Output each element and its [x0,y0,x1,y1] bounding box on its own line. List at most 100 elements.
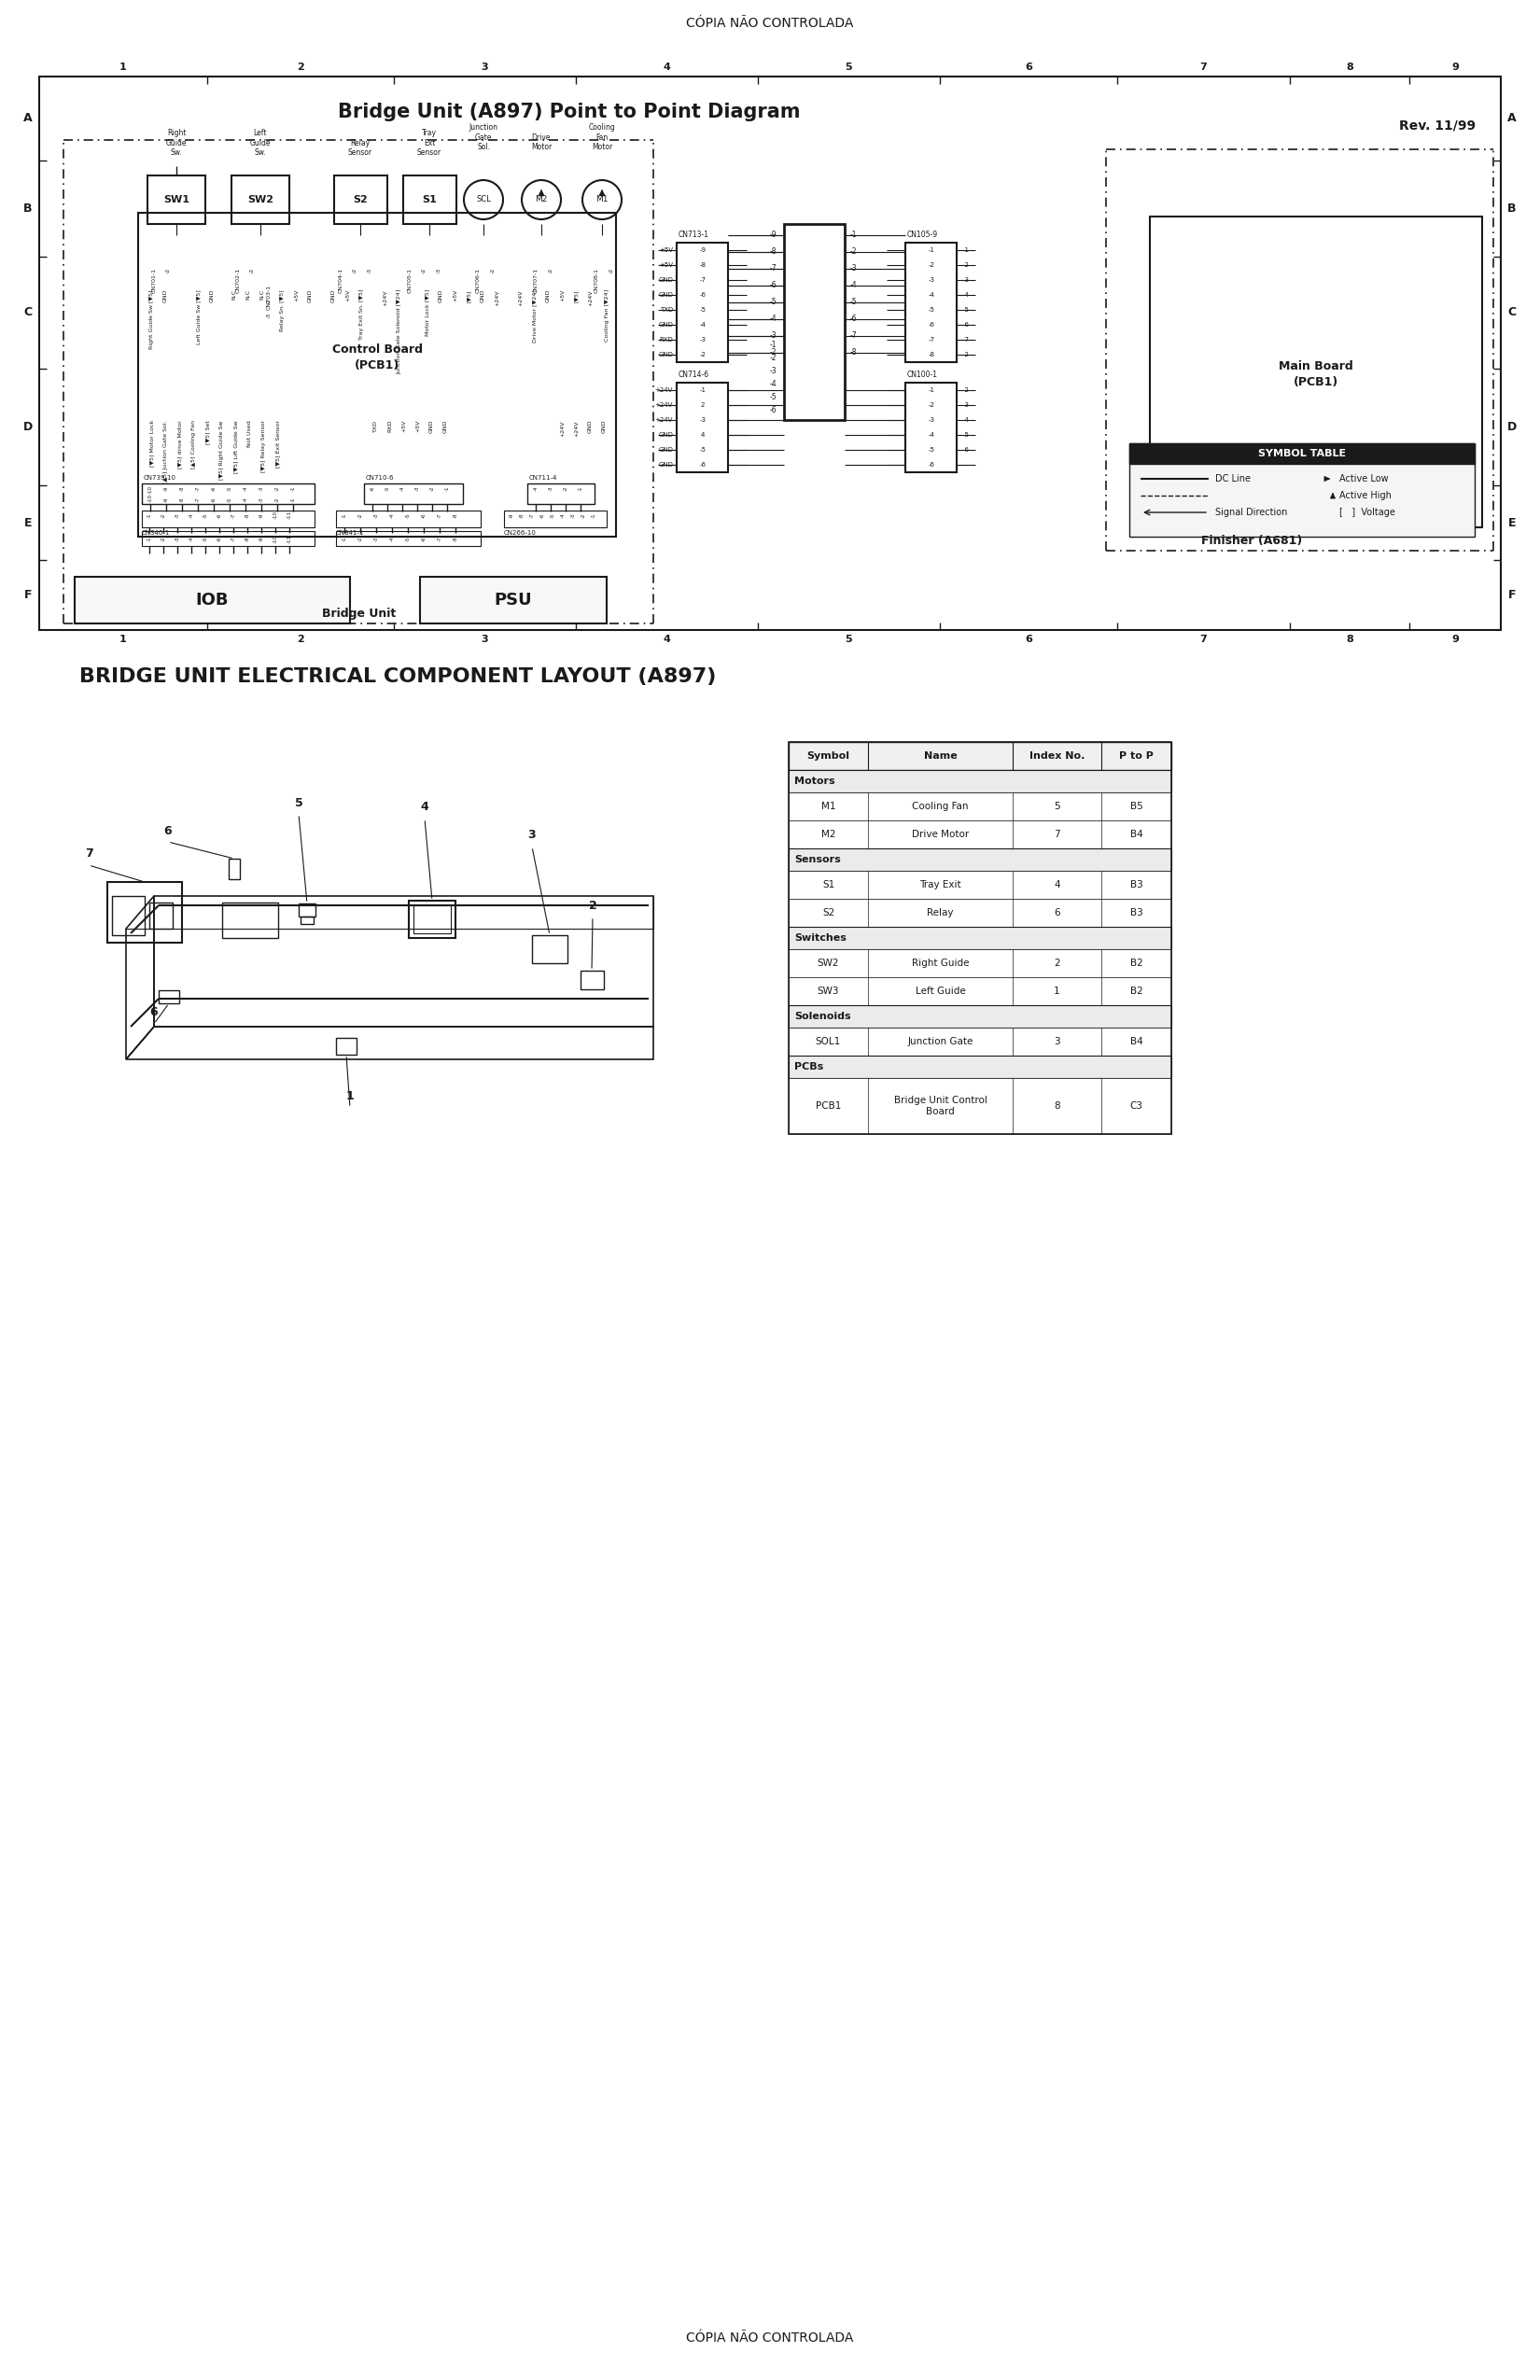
Text: B: B [1508,202,1517,214]
Text: -1: -1 [962,248,970,252]
Bar [906,243,956,362]
Bar [228,859,240,878]
Text: -2: -2 [564,486,568,490]
Text: -1: -1 [342,512,346,519]
Text: -3: -3 [548,486,553,490]
Text: GND: GND [658,462,673,466]
Text: +5V: +5V [345,290,350,302]
Bar [1129,443,1475,536]
Text: 6: 6 [149,1007,159,1019]
Text: 7: 7 [1053,831,1060,840]
Text: -6: -6 [770,281,776,290]
Text: -11: -11 [286,536,291,543]
Text: -5: -5 [228,497,233,502]
Text: GND: GND [658,293,673,298]
Text: B4: B4 [1130,1038,1143,1047]
Text: -8: -8 [770,248,776,257]
Text: -4: -4 [962,293,970,298]
Bar [108,883,182,942]
Text: TXD: TXD [659,307,673,312]
Text: -1: -1 [699,388,705,393]
Text: C: C [23,307,32,319]
Text: +5V: +5V [561,290,565,302]
Text: -4: -4 [189,536,194,540]
Text: -1: -1 [929,388,935,393]
Text: -9: -9 [699,248,705,252]
Bar [112,895,145,935]
Text: -4: -4 [962,416,970,424]
Bar [139,212,616,536]
Text: Tray Exit Sn. [▼5]: Tray Exit Sn. [▼5] [359,290,363,340]
Text: -9: -9 [259,512,263,519]
Bar [788,743,1172,771]
Bar [788,821,1172,847]
Text: 3: 3 [528,828,536,843]
Text: 8: 8 [1346,62,1354,71]
Text: -1: -1 [146,512,151,519]
Text: -6: -6 [699,462,705,466]
Text: CN266-10: CN266-10 [504,531,536,536]
Text: E: E [1508,516,1515,528]
Text: GND: GND [547,290,551,302]
Text: Drive
Motor: Drive Motor [531,133,551,152]
Text: Drive Motor: Drive Motor [912,831,969,840]
Text: 3: 3 [482,635,488,645]
Bar [788,1078,1172,1133]
Text: -2: -2 [274,486,280,490]
Text: +24V: +24V [382,290,388,305]
Text: -2: -2 [430,486,434,490]
Text: GND: GND [658,352,673,357]
Bar [142,512,314,528]
Text: -2: -2 [962,352,970,357]
Text: -3: -3 [414,486,419,490]
Text: GND: GND [658,447,673,452]
Text: -4: -4 [770,314,776,324]
Text: -9: -9 [163,497,168,502]
Text: SCL: SCL [476,195,491,205]
Text: Active Low: Active Low [1340,474,1389,483]
Text: N.C: N.C [259,290,265,300]
Text: [▼5] Lift Guide Sw: [▼5] Lift Guide Sw [234,419,239,474]
Text: Tray Exit: Tray Exit [919,881,961,890]
Bar [336,531,480,545]
Text: Finisher (A681): Finisher (A681) [1201,536,1301,547]
Text: P to P: P to P [1120,752,1153,762]
Text: -5: -5 [929,307,935,312]
Text: -4: -4 [929,433,935,438]
Bar [788,771,1172,793]
Text: +5V: +5V [453,290,457,302]
Bar [222,902,279,938]
Bar [788,1004,1172,1028]
Text: -3: -3 [962,276,970,283]
Text: -9: -9 [510,512,514,519]
Bar [784,224,844,419]
Text: BRIDGE UNIT ELECTRICAL COMPONENT LAYOUT (A897): BRIDGE UNIT ELECTRICAL COMPONENT LAYOUT … [80,666,716,685]
Text: +24V: +24V [517,290,522,305]
Text: 4: 4 [1053,881,1060,890]
Text: Motors: Motors [795,776,835,785]
Text: GND: GND [430,419,434,433]
Text: A: A [1508,112,1517,124]
Text: -3: -3 [850,264,858,274]
Text: M2: M2 [534,195,548,205]
Text: -11: -11 [286,512,291,519]
Text: 7: 7 [85,847,92,859]
Text: -5: -5 [962,307,970,312]
Text: Main Board: Main Board [1278,359,1354,371]
Bar [300,916,314,923]
Text: -6: -6 [370,486,374,490]
Text: -10: -10 [273,512,277,519]
Text: D: D [1508,421,1517,433]
Text: M1: M1 [821,802,836,812]
Text: SW1: SW1 [163,195,189,205]
Bar [299,904,316,916]
Text: -5: -5 [770,393,776,402]
Text: GND: GND [658,433,673,438]
Text: -6: -6 [217,536,222,540]
Text: Cooling
Fan
Motor: Cooling Fan Motor [588,124,616,152]
Text: B3: B3 [1130,909,1143,916]
Text: -9: -9 [770,231,776,240]
Text: -2: -2 [610,269,614,274]
Text: -8: -8 [929,352,935,357]
Text: GND: GND [588,419,593,433]
